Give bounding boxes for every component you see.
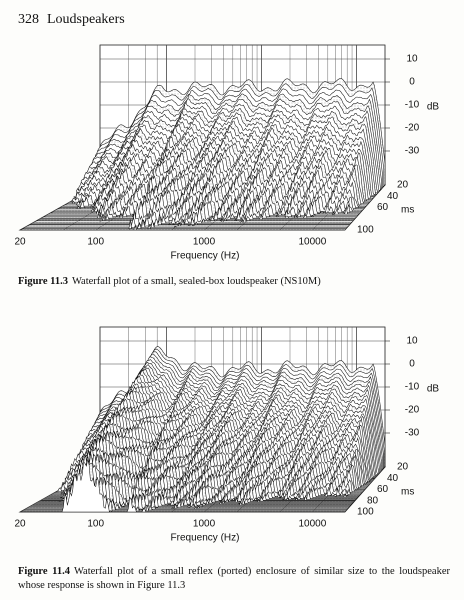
ms-tick-label: 60 [377, 202, 389, 213]
decay-slice [22, 219, 347, 229]
ms-tick-label: 60 [377, 484, 389, 495]
decay-slice [29, 203, 350, 226]
figure-caption: Figure 11.4 Waterfall plot of a small ref… [18, 565, 450, 593]
page-number: 328 [18, 12, 39, 27]
figure-caption: Figure 11.3 Waterfall plot of a small, se… [18, 275, 450, 289]
db-axis-label: dB [427, 384, 440, 395]
decay-slice [27, 209, 349, 227]
decay-slice [24, 217, 348, 228]
ms-tick-label: 40 [387, 191, 399, 202]
frequency-tick-label: 1000 [193, 519, 216, 530]
decay-slice [34, 200, 353, 223]
frequency-tick-label: 10000 [298, 519, 326, 530]
db-tick-label: -10 [405, 382, 420, 393]
db-tick-label: -20 [405, 123, 420, 134]
ms-tick-label: 20 [397, 462, 409, 473]
frequency-axis-label: Frequency (Hz) [171, 533, 240, 544]
db-tick-label: -30 [405, 146, 420, 157]
decay-slice [41, 188, 356, 220]
caption-label: Figure 11.4 [18, 566, 70, 577]
ms-tick-label: 80 [367, 495, 379, 506]
running-title: Loudspeakers [47, 12, 125, 27]
db-tick-label: -10 [405, 100, 420, 111]
db-axis-label: dB [427, 102, 440, 113]
running-header: 328 Loudspeakers [18, 12, 133, 28]
frequency-tick-label: 100 [87, 237, 104, 248]
frequency-tick-label: 100 [87, 519, 104, 530]
ms-tick-label: 20 [397, 180, 409, 191]
db-tick-label: 10 [406, 336, 418, 347]
caption-text: Waterfall plot of a small reflex (ported… [18, 566, 450, 591]
ms-axis-label: ms [401, 486, 414, 497]
frequency-tick-label: 20 [14, 237, 26, 248]
db-tick-label: 0 [409, 77, 415, 88]
ms-tick-label: 100 [357, 507, 374, 518]
db-tick-label: 0 [409, 359, 415, 370]
caption-label: Figure 11.3 [18, 276, 68, 287]
decay-slice [20, 224, 345, 231]
ms-axis-label: ms [401, 204, 414, 215]
decay-slice [20, 459, 345, 513]
db-tick-label: -20 [405, 405, 420, 416]
db-tick-label: 10 [406, 54, 418, 65]
frequency-axis-label: Frequency (Hz) [171, 251, 240, 262]
ms-tick-label: 100 [357, 225, 374, 236]
frequency-tick-label: 20 [14, 519, 26, 530]
db-tick-label: -30 [405, 428, 420, 439]
ms-tick-label: 40 [387, 473, 399, 484]
caption-text: Waterfall plot of a small, sealed-box lo… [71, 276, 321, 287]
frequency-tick-label: 10000 [298, 237, 326, 248]
frequency-tick-label: 1000 [193, 237, 216, 248]
